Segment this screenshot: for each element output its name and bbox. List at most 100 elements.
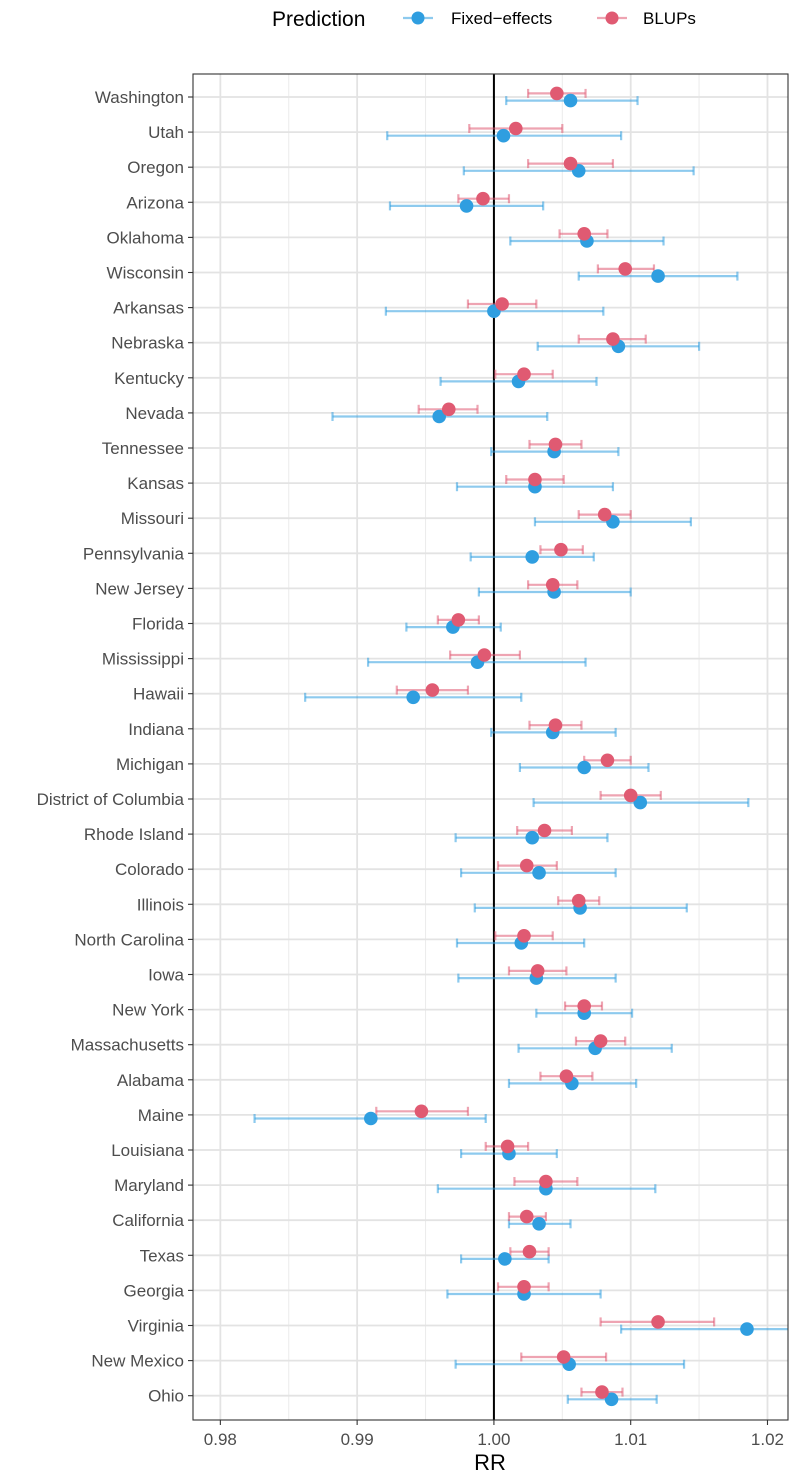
- y-tick-label: Illinois: [137, 895, 184, 914]
- y-tick-label: Missouri: [121, 509, 184, 528]
- fe-point: [406, 690, 421, 705]
- y-tick-label: District of Columbia: [37, 790, 185, 809]
- fe-point: [563, 93, 578, 108]
- y-tick-label: Louisiana: [111, 1141, 184, 1160]
- y-tick-label: Nevada: [125, 404, 184, 423]
- y-tick-label: Virginia: [128, 1317, 185, 1336]
- blup-point: [606, 332, 620, 346]
- plot-panel: [192, 73, 789, 1421]
- fe-point: [532, 1217, 546, 1231]
- x-tick-label: 1.01: [614, 1430, 647, 1449]
- blup-point: [500, 1139, 515, 1154]
- chart-marks: [253, 74, 788, 1420]
- y-tick-label: Arizona: [126, 193, 184, 212]
- x-tick-label: 0.98: [204, 1430, 237, 1449]
- y-tick-label: Hawaii: [133, 685, 184, 704]
- blup-point: [522, 1244, 537, 1259]
- blup-point: [441, 402, 456, 417]
- legend-label-blup: BLUPs: [643, 9, 696, 28]
- blup-point: [548, 437, 563, 452]
- blup-point: [537, 823, 552, 838]
- blup-point: [577, 999, 591, 1013]
- blup-point: [577, 227, 591, 241]
- blup-point: [517, 1280, 531, 1294]
- blup-point: [528, 472, 542, 487]
- blup-point: [550, 86, 564, 101]
- fe-point: [532, 866, 546, 880]
- blup-point: [519, 858, 534, 873]
- y-tick-label: Arkansas: [113, 299, 184, 318]
- y-tick-label: Washington: [95, 88, 184, 107]
- legend-key-fe-point: [411, 11, 425, 25]
- blup-point: [597, 507, 612, 522]
- legend-label-fe: Fixed−effects: [451, 9, 552, 28]
- blup-point: [517, 367, 531, 382]
- y-tick-label: Kentucky: [114, 369, 184, 388]
- y-tick-label: Alabama: [117, 1071, 185, 1090]
- blup-point: [593, 1034, 608, 1048]
- y-tick-label: Maine: [138, 1106, 184, 1125]
- blup-point: [476, 191, 490, 206]
- y-tick-label: Wisconsin: [107, 264, 184, 283]
- y-tick-label: Oklahoma: [107, 228, 185, 247]
- blup-point: [651, 1315, 665, 1329]
- y-tick-label: Iowa: [148, 966, 184, 985]
- y-tick-label: Nebraska: [111, 334, 184, 353]
- y-tick-label: Indiana: [128, 720, 184, 739]
- y-tick-label: Rhode Island: [84, 825, 184, 844]
- y-tick-label: Ohio: [148, 1387, 184, 1406]
- blup-point: [519, 1209, 534, 1224]
- fe-point: [498, 1252, 512, 1266]
- y-tick-label: California: [112, 1211, 184, 1230]
- x-axis-ticks: 0.98 0.99 1.00 1.01 1.02: [204, 1420, 784, 1449]
- y-tick-label: Maryland: [114, 1176, 184, 1195]
- blup-point: [600, 753, 615, 768]
- blup-point: [425, 683, 440, 697]
- blup-point: [414, 1104, 429, 1119]
- fe-point: [432, 409, 447, 424]
- x-tick-label: 0.99: [341, 1430, 374, 1449]
- y-tick-label: North Carolina: [74, 930, 184, 949]
- x-axis-title: RR: [474, 1450, 506, 1474]
- blup-point: [618, 262, 633, 276]
- y-tick-label: Michigan: [116, 755, 184, 774]
- blup-point: [556, 1350, 571, 1364]
- blup-point: [539, 1174, 553, 1189]
- x-tick-label: 1.00: [477, 1430, 510, 1449]
- fe-point: [633, 795, 648, 810]
- y-tick-label: Florida: [132, 615, 185, 634]
- blup-point: [545, 578, 560, 592]
- blup-point: [559, 1069, 574, 1083]
- y-axis-labels: Washington Utah Oregon Arizona Oklahoma Wisco…: [37, 88, 185, 1406]
- fe-point: [364, 1111, 378, 1126]
- fe-point: [525, 830, 540, 845]
- y-tick-label: Kansas: [127, 474, 184, 493]
- y-tick-label: Massachusetts: [71, 1036, 184, 1055]
- x-tick-label: 1.02: [751, 1430, 784, 1449]
- y-tick-label: Texas: [140, 1246, 184, 1265]
- blup-point: [554, 542, 568, 557]
- y-tick-label: Colorado: [115, 860, 184, 879]
- blup-point: [623, 788, 638, 803]
- blup-point: [517, 929, 531, 943]
- y-tick-label: Mississippi: [102, 650, 184, 669]
- fe-point: [577, 760, 591, 775]
- fe-point: [740, 1322, 754, 1336]
- blup-point: [509, 121, 523, 136]
- fe-point: [525, 550, 540, 564]
- blup-point: [530, 964, 545, 978]
- blup-point: [477, 648, 492, 662]
- y-tick-label: Georgia: [124, 1281, 185, 1300]
- blup-point: [548, 718, 563, 732]
- blup-point: [451, 613, 466, 627]
- fe-point: [496, 128, 511, 143]
- legend-title: Prediction: [272, 8, 365, 31]
- y-tick-label: Pennsylvania: [83, 544, 185, 563]
- y-axis-ticks: [188, 96, 193, 1397]
- panel-border: [192, 73, 789, 1421]
- blup-point: [495, 297, 509, 311]
- fe-point: [459, 199, 474, 213]
- fe-point: [651, 269, 665, 283]
- legend-key-blup-point: [605, 11, 619, 25]
